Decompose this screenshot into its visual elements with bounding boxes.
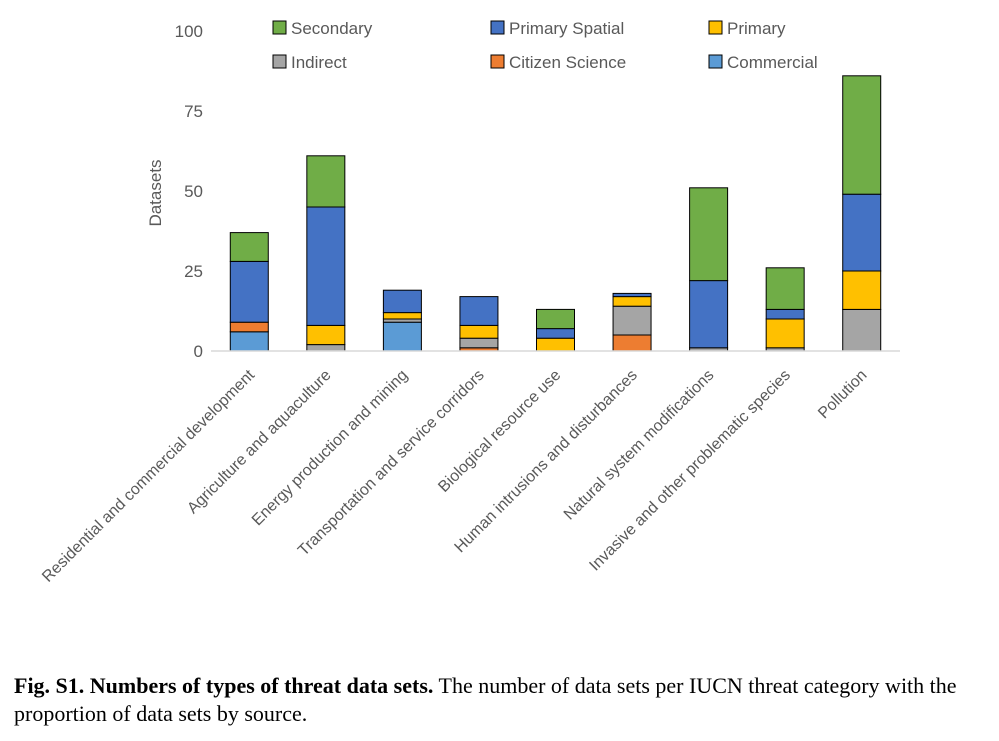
y-tick-label: 50 xyxy=(184,182,203,201)
bar-segment-secondary xyxy=(306,155,346,208)
bar-segment-secondary xyxy=(229,232,269,262)
bar-segment-primary-spatial xyxy=(689,280,729,349)
legend-label: Indirect xyxy=(291,53,347,72)
y-tick-label: 100 xyxy=(175,22,203,41)
bar-segment-commercial xyxy=(229,331,269,352)
bar-segment-primary xyxy=(536,337,575,352)
legend-swatch xyxy=(708,20,723,35)
stacked-bar-chart: Secondary Primary Spatial Primary Indirect C… xyxy=(39,19,900,586)
bar-segment-indirect xyxy=(842,308,882,352)
x-axis-category-labels: Residential and commercial developmentAg… xyxy=(39,366,870,585)
bar-segment-primary xyxy=(382,312,422,320)
legend-swatch xyxy=(272,20,287,35)
legend-swatch xyxy=(490,20,505,35)
x-tick-label: Pollution xyxy=(815,367,870,422)
legend-swatch xyxy=(708,54,723,69)
x-tick-label: Energy production and mining xyxy=(249,367,411,529)
bar-segment-secondary xyxy=(689,187,729,282)
y-axis: 0 25 50 75 100 xyxy=(175,22,203,361)
bar-segment-primary-spatial xyxy=(229,260,269,323)
bar-segment-citizen-science xyxy=(612,334,652,352)
bar-segment-primary-spatial xyxy=(306,206,346,326)
x-tick-label: Agriculture and aquaculture xyxy=(184,367,334,517)
bar-segment-primary xyxy=(612,296,652,307)
bar-segment-secondary xyxy=(842,75,882,195)
bar-segment-primary xyxy=(459,324,499,339)
bar-segment-primary xyxy=(842,270,882,310)
bar-segment-secondary xyxy=(765,267,805,310)
bar-segment-citizen-science xyxy=(229,321,269,333)
y-tick-label: 25 xyxy=(184,262,203,281)
x-tick-label: Natural system modifications xyxy=(561,367,718,524)
bar-segment-secondary xyxy=(536,308,575,330)
legend-label: Secondary xyxy=(291,19,373,38)
y-tick-label: 75 xyxy=(184,102,203,121)
bar-segment-primary-spatial xyxy=(842,193,882,272)
y-tick-label: 0 xyxy=(194,342,203,361)
y-axis-label: Datasets xyxy=(146,159,165,226)
caption-bold: Fig. S1. Numbers of types of threat data… xyxy=(14,673,434,698)
bar-segment-primary xyxy=(306,324,346,346)
legend-swatch xyxy=(490,54,505,69)
legend-label: Primary xyxy=(727,19,786,38)
bar-segment-primary-spatial xyxy=(612,292,652,298)
legend-swatch xyxy=(272,54,287,69)
bar-segment-indirect xyxy=(459,337,499,349)
bar-segment-commercial xyxy=(382,321,422,352)
x-tick-label: Biological resource use xyxy=(435,367,564,496)
bar-segment-indirect xyxy=(612,305,652,336)
bars xyxy=(229,75,882,352)
legend-label: Citizen Science xyxy=(509,53,626,72)
bar-segment-primary-spatial xyxy=(382,289,422,314)
figure-caption: Fig. S1. Numbers of types of threat data… xyxy=(14,672,989,728)
bar-segment-primary xyxy=(765,318,805,349)
bar-segment-indirect xyxy=(306,344,346,352)
caption-text: The number of data sets per IUCN threat … xyxy=(14,673,957,726)
bar-segment-primary-spatial xyxy=(459,296,499,326)
legend-label: Primary Spatial xyxy=(509,19,624,38)
bar-segment-primary-spatial xyxy=(765,308,805,320)
legend-label: Commercial xyxy=(727,53,818,72)
legend: Secondary Primary Spatial Primary Indirect C… xyxy=(272,19,818,72)
bar-segment-primary-spatial xyxy=(536,328,575,339)
